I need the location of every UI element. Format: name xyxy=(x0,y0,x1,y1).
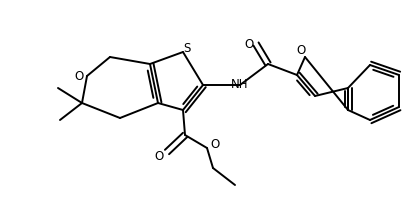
Text: S: S xyxy=(183,42,191,54)
Text: O: O xyxy=(210,139,220,151)
Text: O: O xyxy=(297,45,306,57)
Text: O: O xyxy=(244,37,254,51)
Text: O: O xyxy=(74,69,83,83)
Text: NH: NH xyxy=(231,78,249,92)
Text: O: O xyxy=(154,150,164,162)
